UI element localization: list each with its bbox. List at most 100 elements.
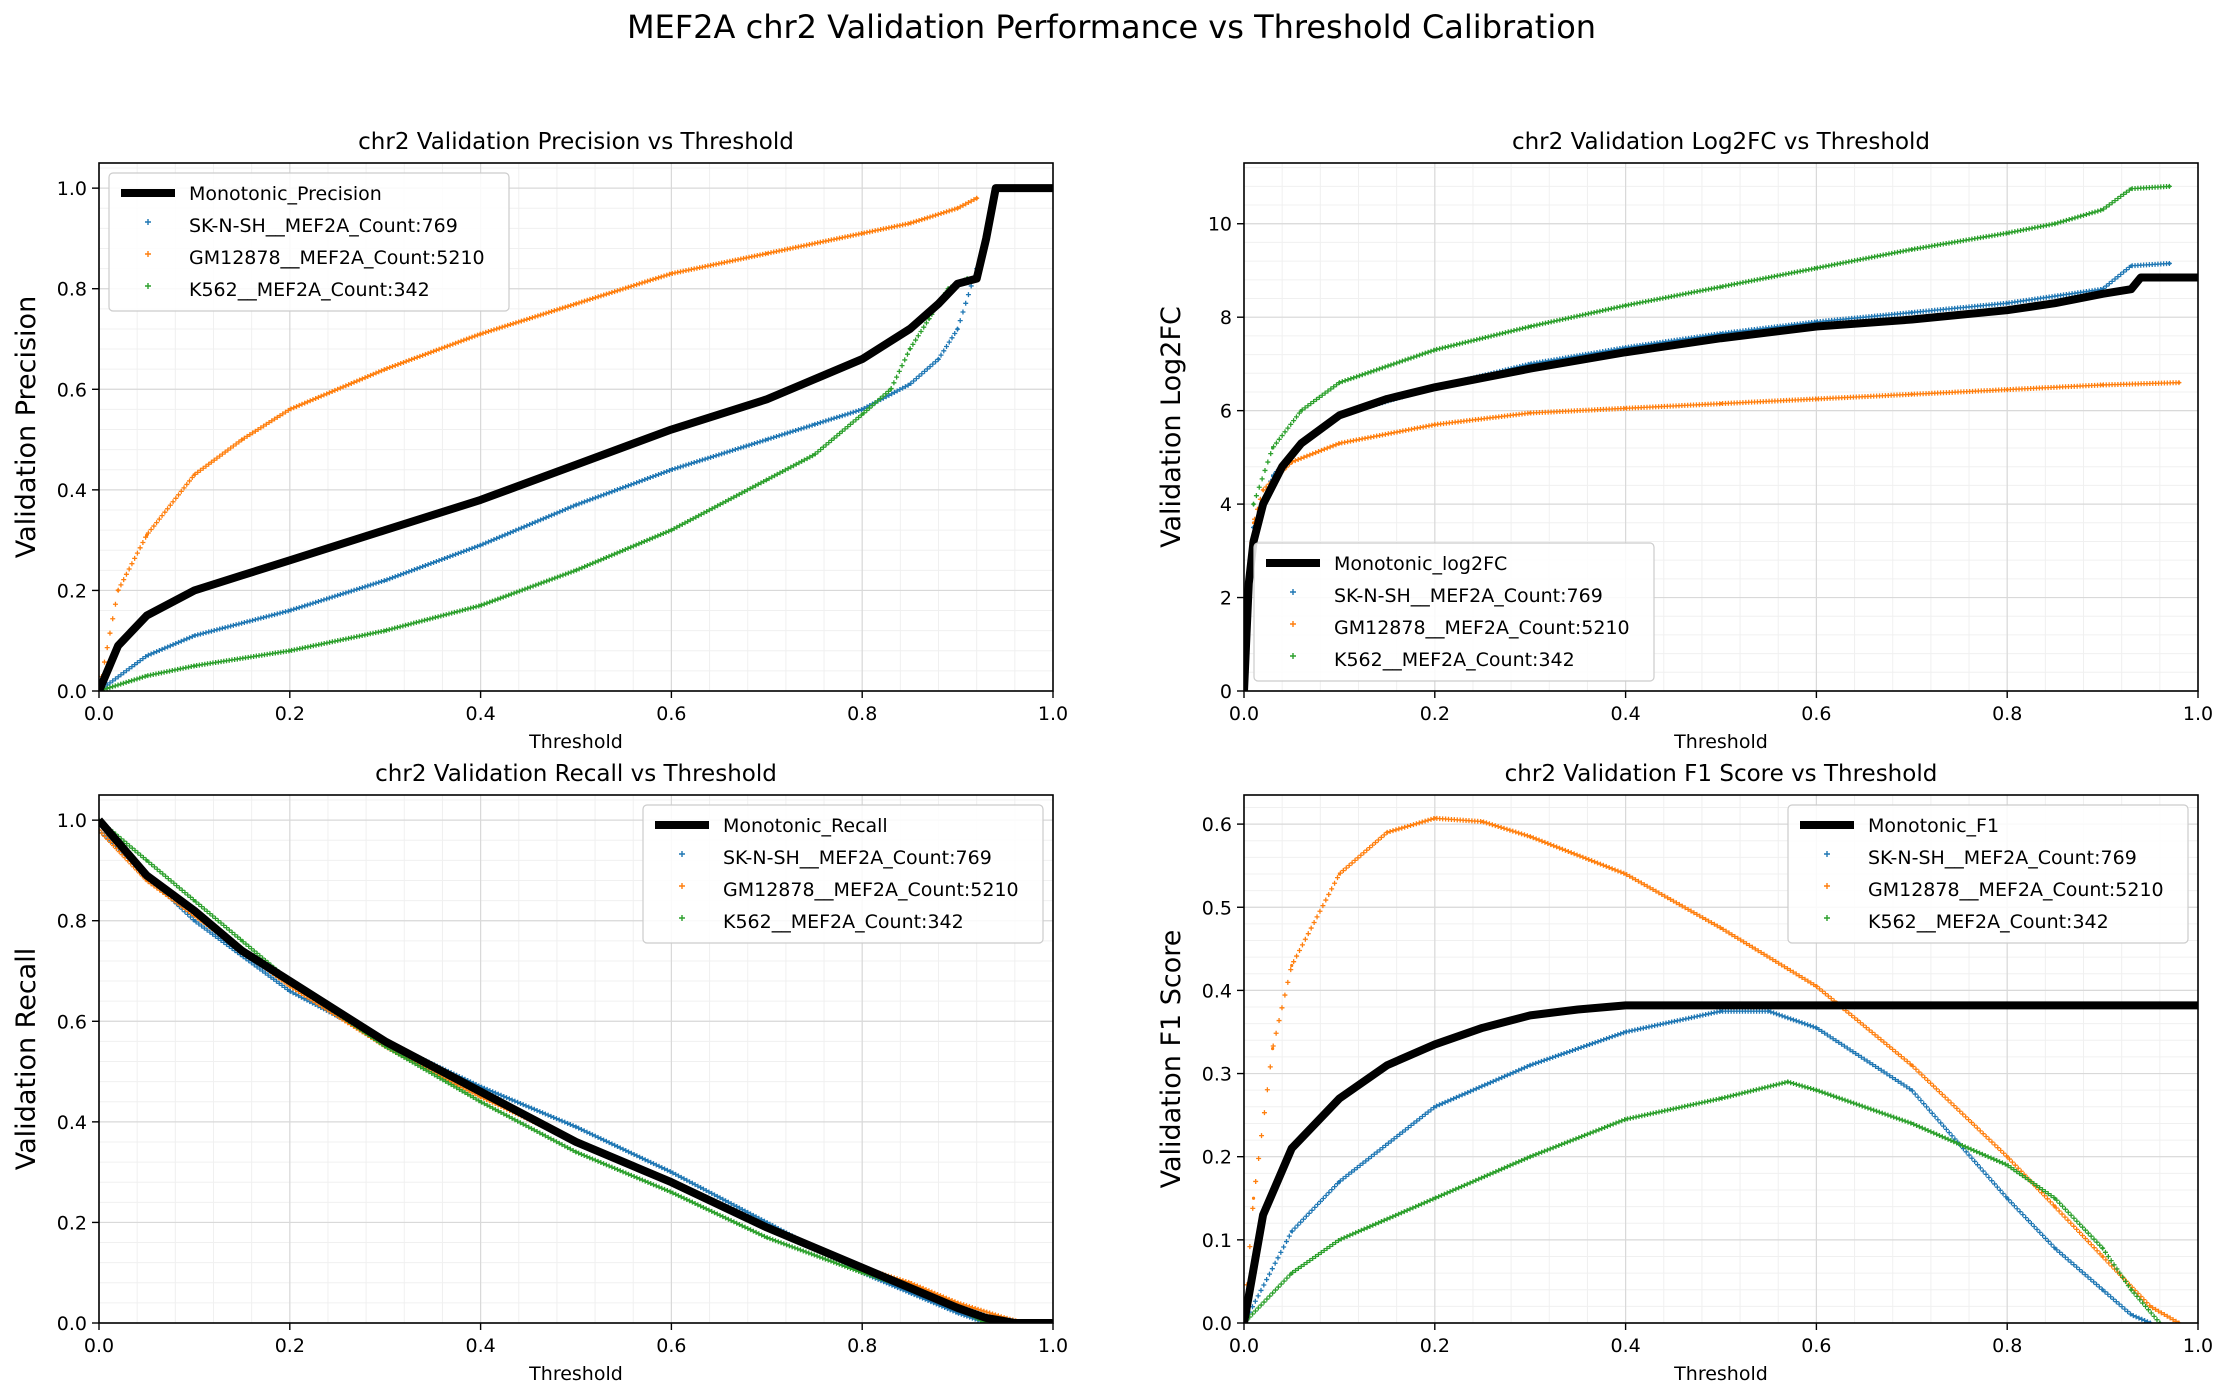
data-point <box>860 412 864 417</box>
data-point <box>1337 872 1341 876</box>
data-point <box>1719 1009 1723 1013</box>
legend-frame <box>642 804 1044 944</box>
data-point <box>812 453 817 457</box>
data-point <box>1624 872 1628 876</box>
data-point <box>2053 1204 2057 1209</box>
x-tick-label: 0.4 <box>1610 703 1640 725</box>
data-point <box>574 503 578 507</box>
y-tick-label: 0.8 <box>57 279 87 301</box>
data-point <box>1814 984 1818 988</box>
x-tick-label: 1.0 <box>2183 1335 2213 1357</box>
axes-frame <box>1243 162 2199 692</box>
legend-entry: SK-N-SH__MEF2A_Count:769 <box>723 847 992 869</box>
y-tick-label: 1.0 <box>57 178 87 200</box>
data-point <box>1910 310 1914 315</box>
data-point <box>1814 1026 1818 1030</box>
chart-title: chr2 Validation F1 Score vs Threshold <box>1505 761 1938 787</box>
legend-entry: K562__MEF2A_Count:342 <box>1868 911 2109 933</box>
series-markers-sk-n-sh-mef2a-count-769 <box>1244 1008 2153 1323</box>
data-point <box>1251 1196 1256 1200</box>
data-point <box>1624 1030 1628 1034</box>
legend: Monotonic_log2FC SK-N-SH__MEF2A_Count:769… <box>1253 542 1655 682</box>
data-point <box>1337 1238 1341 1242</box>
x-tick-label: 0.8 <box>847 1335 877 1357</box>
data-point <box>669 1190 674 1194</box>
data-point <box>1910 1063 1914 1067</box>
x-tick-label: 0.6 <box>1801 703 1831 725</box>
data-point <box>1433 1105 1437 1109</box>
data-point <box>2005 388 2009 392</box>
y-tick-label: 0.2 <box>1202 1147 1232 1169</box>
data-point <box>1786 1080 1790 1084</box>
data-point <box>2167 261 2171 266</box>
x-tick-label: 0.6 <box>656 1335 686 1357</box>
data-point <box>2177 381 2181 385</box>
figure-title: MEF2A chr2 Validation Performance vs Thr… <box>626 8 1597 46</box>
data-point <box>2101 1246 2105 1250</box>
data-point <box>145 654 149 658</box>
chart-title: chr2 Validation Recall vs Threshold <box>375 761 777 787</box>
x-axis-label: Threshold <box>528 1363 623 1385</box>
data-point <box>1433 816 1437 820</box>
data-point <box>2053 1246 2057 1250</box>
y-tick-label: 0.4 <box>57 480 87 502</box>
x-axis-label: Threshold <box>1673 731 1768 753</box>
data-point <box>812 422 817 427</box>
data-point <box>192 634 196 638</box>
y-tick-label: 2 <box>1220 588 1232 610</box>
data-point <box>956 327 960 331</box>
y-tick-label: 1.0 <box>57 810 87 832</box>
data-point <box>192 919 196 923</box>
data-point <box>1719 285 1723 289</box>
data-point <box>1290 963 1294 968</box>
data-point <box>1910 392 1914 396</box>
y-tick-label: 10 <box>1208 214 1232 236</box>
legend-entry: GM12878__MEF2A_Count:5210 <box>723 879 1019 901</box>
legend-swatch-marker <box>679 915 685 921</box>
data-point <box>1299 409 1303 413</box>
data-point <box>383 578 387 582</box>
y-tick-label: 0.6 <box>1202 814 1232 836</box>
x-tick-label: 0.0 <box>1229 1335 1259 1357</box>
data-point <box>288 608 292 613</box>
data-point <box>1910 1088 1914 1092</box>
y-tick-label: 0.5 <box>1202 897 1232 919</box>
data-point <box>860 407 864 411</box>
y-tick-label: 0 <box>1220 681 1232 703</box>
data-point <box>1251 502 1256 506</box>
legend-entry: GM12878__MEF2A_Count:5210 <box>189 247 485 269</box>
x-tick-label: 0.6 <box>656 703 686 725</box>
data-point <box>765 251 769 256</box>
series-markers-k562-mef2a-count-342 <box>1251 183 2172 507</box>
data-point <box>2005 1155 2009 1159</box>
legend-entry: Monotonic_F1 <box>1868 815 1999 837</box>
legend-entry: Monotonic_Recall <box>723 815 888 837</box>
x-tick-label: 0.0 <box>84 703 114 725</box>
x-tick-label: 0.2 <box>1420 703 1450 725</box>
legend: Monotonic_Precision SK-N-SH__MEF2A_Count:… <box>108 172 510 312</box>
data-point <box>1290 1229 1294 1234</box>
legend: Monotonic_F1 SK-N-SH__MEF2A_Count:769 GM12… <box>1787 804 2189 944</box>
data-point <box>1910 1121 1914 1126</box>
legend-frame <box>108 172 510 312</box>
x-tick-label: 0.4 <box>465 703 495 725</box>
data-point <box>1433 423 1437 427</box>
series-gm12878-mef2a-count-5210 <box>1244 815 2182 1323</box>
series-line-monotonic-precision <box>99 184 1053 691</box>
legend-entry: K562__MEF2A_Count:342 <box>723 911 964 933</box>
data-point <box>479 1100 483 1104</box>
data-point <box>1271 446 1275 450</box>
data-point <box>2129 1288 2133 1292</box>
data-point <box>479 543 483 547</box>
data-point <box>1624 406 1628 410</box>
legend-swatch-marker <box>679 883 685 889</box>
data-point <box>765 437 769 442</box>
legend-swatch-marker <box>145 219 151 225</box>
data-point <box>574 1125 578 1129</box>
plot-area <box>1244 815 2198 1323</box>
data-point <box>2167 184 2171 188</box>
legend-swatch-marker <box>1290 653 1296 659</box>
data-point <box>669 272 674 276</box>
data-point <box>145 858 149 862</box>
y-tick-label: 0.6 <box>57 1011 87 1033</box>
